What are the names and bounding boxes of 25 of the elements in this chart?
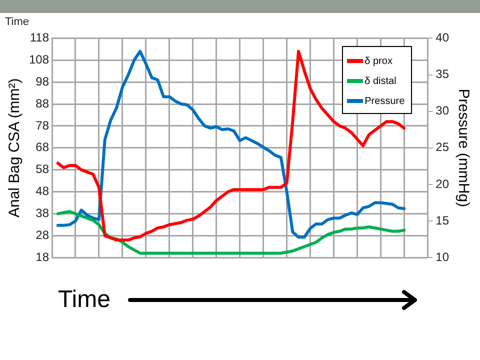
y-tick-label: 108 [28,52,50,66]
y2-tick-label: 30 [436,104,450,118]
y2-tick-label: 15 [436,213,450,228]
y2-tick-label: 25 [436,140,450,154]
y-tick-label: 28 [36,228,50,242]
legend-label: δ distal [364,76,396,87]
y2-tick-label: 20 [436,176,450,191]
y2-tick-label: 40 [436,30,450,45]
y-tick-label: 38 [36,206,50,220]
y2-tick-label: 10 [436,250,450,264]
y-tick-label: 58 [36,162,50,176]
y-tick-label: 48 [36,184,50,198]
legend-label: Pressure [364,96,405,107]
y2-axis-title: Pressure (mmHg) [454,88,472,208]
y-tick-label: 68 [36,140,50,154]
y-tick-label: 18 [36,250,50,264]
y2-tick-label: 35 [436,67,450,82]
y-tick-label: 118 [30,30,50,45]
x-axis-title: Time [58,286,110,314]
y-axis-title: Anal Bag CSA (mm²) [6,78,24,218]
y-tick-label: 98 [36,74,50,88]
legend-label: δ prox [364,56,392,67]
y-tick-label: 88 [36,96,50,110]
y-tick-label: 78 [36,118,50,132]
text: Time [5,16,30,28]
